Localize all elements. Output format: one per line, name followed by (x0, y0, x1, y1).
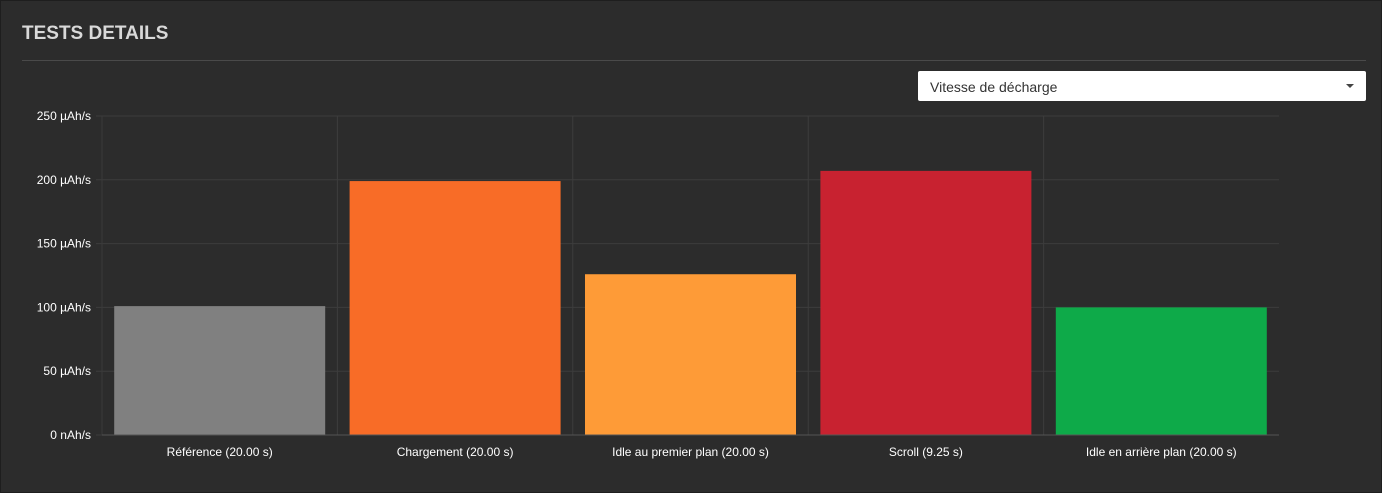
metric-select-value: Vitesse de décharge (930, 79, 1058, 95)
title-divider (22, 60, 1366, 61)
bar[interactable] (820, 170, 1032, 436)
y-tick-label: 150 µAh/s (37, 237, 91, 251)
bar[interactable] (1055, 307, 1267, 435)
y-tick-label: 250 µAh/s (37, 109, 91, 123)
x-tick-label: Référence (20.00 s) (167, 445, 273, 459)
caret-down-icon (1346, 84, 1354, 88)
y-tick-label: 200 µAh/s (37, 173, 91, 187)
metric-select[interactable]: Vitesse de décharge (918, 71, 1366, 101)
bar[interactable] (114, 306, 326, 435)
panel-title: TESTS DETAILS (22, 23, 169, 44)
y-tick-label: 0 nAh/s (50, 428, 91, 442)
y-tick-label: 100 µAh/s (37, 300, 91, 314)
y-tick-label: 50 µAh/s (43, 364, 91, 378)
bar[interactable] (349, 181, 561, 435)
x-tick-label: Chargement (20.00 s) (397, 445, 514, 459)
x-tick-label: Idle en arrière plan (20.00 s) (1086, 445, 1237, 459)
bar[interactable] (585, 274, 796, 435)
x-tick-label: Scroll (9.25 s) (889, 445, 963, 459)
x-tick-label: Idle au premier plan (20.00 s) (612, 445, 769, 459)
